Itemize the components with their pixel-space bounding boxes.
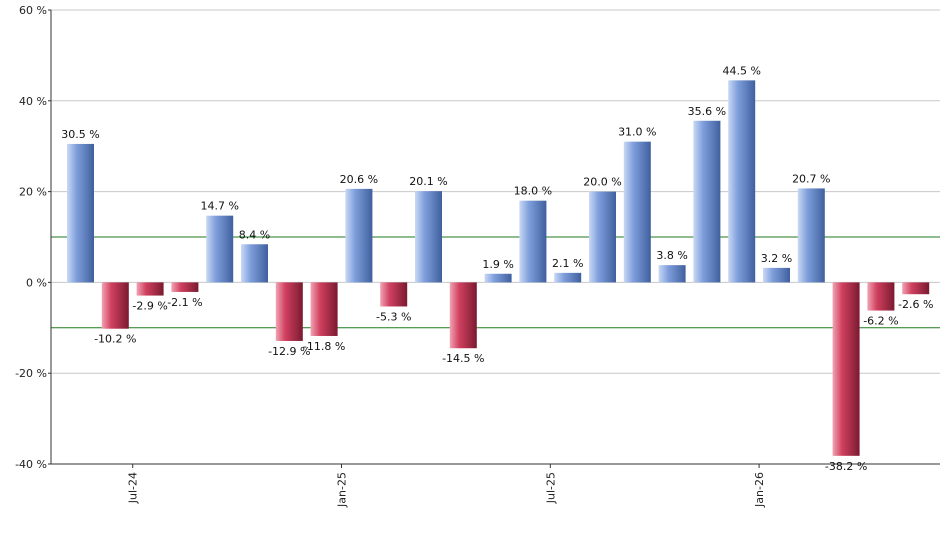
data-label: -11.8 % [303, 340, 345, 353]
data-label: 20.6 % [340, 173, 378, 186]
data-label: 3.8 % [656, 249, 687, 262]
bar [415, 191, 442, 283]
labels-layer: 30.5 % -10.2 % -2.9 % -2.1 % 14.7 % 8.4 % -12.… [61, 64, 933, 472]
data-label: 30.5 % [61, 128, 99, 141]
bar [449, 282, 477, 349]
data-label: 31.0 % [618, 126, 656, 139]
bar [589, 191, 616, 283]
data-label: -10.2 % [94, 333, 136, 346]
bar [136, 282, 164, 296]
bar [693, 120, 721, 283]
data-label: -2.9 % [132, 300, 167, 313]
data-label: 8.4 % [239, 228, 270, 241]
x-tick-label: Jan-26 [753, 472, 766, 508]
data-label: 20.1 % [409, 175, 447, 188]
bar [310, 282, 338, 336]
bar [67, 143, 94, 283]
axis-layer: 60 % 40 % 20 % 0 % -20 % -40 % Jul-24 Jan-25 Jul… [15, 4, 940, 508]
data-label: 44.5 % [722, 64, 760, 77]
data-label: -38.2 % [825, 460, 867, 473]
data-label: -2.1 % [167, 296, 202, 309]
data-label: -14.5 % [442, 352, 484, 365]
y-tick-label: -40 % [15, 458, 47, 471]
bar [484, 273, 512, 283]
bar [763, 267, 790, 283]
bar [832, 282, 860, 456]
data-label: 3.2 % [761, 252, 792, 265]
bar [867, 282, 895, 311]
bar [241, 244, 268, 283]
y-tick-label: -20 % [15, 367, 47, 380]
x-tick-label: Jul-25 [544, 472, 557, 504]
bar [554, 272, 582, 283]
bar [171, 282, 199, 292]
y-tick-label: 20 % [19, 186, 47, 199]
bar [797, 188, 825, 283]
bar [380, 282, 408, 307]
bar [275, 282, 303, 341]
bar [728, 80, 756, 283]
data-label: 35.6 % [688, 105, 726, 118]
data-label: -2.6 % [898, 298, 933, 311]
data-label: 2.1 % [552, 257, 583, 270]
data-label: 20.7 % [792, 172, 830, 185]
bar [623, 141, 651, 283]
data-label: -12.9 % [268, 345, 310, 358]
data-label: 14.7 % [200, 200, 238, 213]
y-tick-label: 60 % [19, 4, 47, 17]
bar [345, 188, 373, 283]
bar [902, 282, 930, 295]
data-label: 20.0 % [583, 176, 621, 189]
data-label: -5.3 % [376, 310, 411, 323]
data-label: 1.9 % [482, 258, 513, 271]
y-tick-label: 0 % [26, 276, 47, 289]
data-label: -6.2 % [863, 315, 898, 328]
bar [519, 200, 547, 283]
data-label: 18.0 % [514, 185, 552, 198]
bar [658, 265, 686, 283]
bars-layer [67, 80, 930, 456]
bar [101, 282, 129, 329]
bar [206, 215, 234, 283]
x-tick-label: Jul-24 [127, 472, 140, 504]
x-tick-label: Jan-25 [336, 472, 349, 508]
y-tick-label: 40 % [19, 95, 47, 108]
